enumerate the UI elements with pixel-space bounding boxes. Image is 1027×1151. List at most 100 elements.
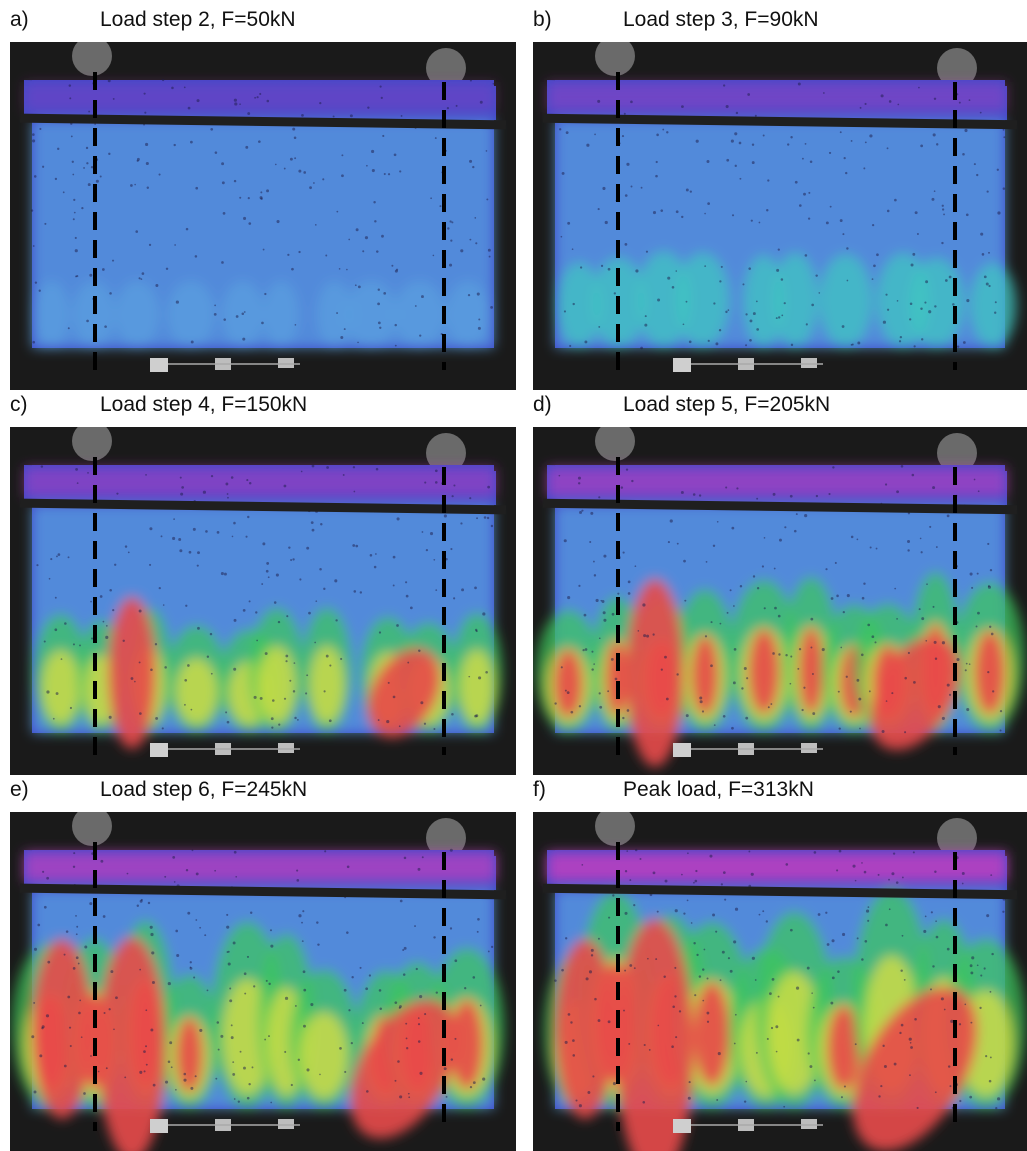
support-beam bbox=[542, 498, 1018, 515]
strain-region bbox=[309, 645, 345, 724]
load-disc-left bbox=[595, 42, 635, 76]
panel-caption: Load step 4, F=150kN bbox=[100, 393, 308, 416]
load-disc-left bbox=[595, 812, 635, 846]
strain-region bbox=[24, 852, 496, 882]
dic-strain-photo bbox=[533, 42, 1027, 390]
strain-region bbox=[819, 253, 873, 348]
panel-header: c) Load step 4, F=150kN bbox=[10, 385, 516, 425]
dic-strain-photo bbox=[10, 812, 516, 1151]
dic-strain-photo bbox=[10, 427, 516, 775]
sensor-fixtures bbox=[673, 358, 823, 372]
strain-region bbox=[675, 252, 730, 348]
strain-field bbox=[11, 852, 505, 1151]
strain-region bbox=[316, 281, 353, 348]
strain-field bbox=[547, 82, 1017, 348]
panel-header: f) Peak load, F=313kN bbox=[533, 770, 1027, 810]
load-disc-right bbox=[937, 433, 977, 473]
strain-region bbox=[616, 919, 694, 1151]
support-beam bbox=[542, 113, 1018, 130]
strain-region bbox=[175, 657, 218, 726]
strain-region bbox=[553, 649, 583, 718]
strain-region bbox=[636, 251, 691, 348]
load-disc-right bbox=[426, 48, 466, 88]
support-beam bbox=[542, 883, 1018, 900]
panel-b: b) Load step 3, F=90kN bbox=[533, 0, 1027, 390]
strain-region bbox=[446, 281, 490, 348]
support-beam bbox=[19, 113, 507, 130]
strain-region bbox=[108, 597, 156, 749]
strain-region bbox=[32, 939, 92, 1119]
strain-region bbox=[345, 281, 397, 348]
panel-letter: f) bbox=[533, 778, 546, 801]
strain-region bbox=[970, 263, 1017, 348]
strain-region bbox=[24, 82, 496, 112]
strain-region bbox=[350, 999, 458, 1139]
panel-caption: Load step 2, F=50kN bbox=[100, 8, 296, 31]
panel-letter: d) bbox=[533, 393, 552, 416]
strain-region bbox=[263, 281, 299, 348]
panel-letter: b) bbox=[533, 8, 552, 31]
panel-header: d) Load step 5, F=205kN bbox=[533, 385, 1027, 425]
panel-header: e) Load step 6, F=245kN bbox=[10, 770, 516, 810]
strain-region bbox=[974, 630, 1006, 715]
panel-header: a) Load step 2, F=50kN bbox=[10, 0, 516, 40]
load-disc-right bbox=[426, 433, 466, 473]
load-disc-left bbox=[72, 42, 112, 76]
support-beam bbox=[19, 498, 507, 515]
panel-caption: Load step 3, F=90kN bbox=[623, 8, 819, 31]
panel-c: c) Load step 4, F=150kN bbox=[10, 385, 516, 775]
sensor-fixtures bbox=[150, 743, 300, 757]
speckle-pattern bbox=[554, 464, 1003, 734]
strain-region bbox=[299, 1011, 349, 1099]
load-disc-left bbox=[72, 812, 112, 846]
load-disc-right bbox=[426, 818, 466, 858]
panel-f: f) Peak load, F=313kN bbox=[533, 770, 1027, 1151]
strain-region bbox=[459, 649, 495, 725]
strain-field bbox=[535, 467, 1025, 767]
strain-region bbox=[767, 971, 822, 1095]
strain-region bbox=[547, 852, 1007, 882]
panel-a: a) Load step 2, F=50kN bbox=[10, 0, 516, 390]
speckle-pattern bbox=[31, 848, 494, 1104]
strain-field bbox=[544, 852, 1026, 1151]
strain-region bbox=[798, 627, 824, 714]
strain-region bbox=[626, 579, 684, 767]
strain-region bbox=[24, 467, 496, 497]
panel-letter: a) bbox=[10, 8, 29, 31]
load-disc-right bbox=[937, 818, 977, 858]
panel-e: e) Load step 6, F=245kN bbox=[10, 770, 516, 1151]
dic-strain-photo bbox=[10, 42, 516, 390]
strain-region bbox=[691, 635, 719, 716]
strain-region bbox=[547, 82, 1007, 112]
support-beam bbox=[19, 883, 507, 900]
sensor-fixtures bbox=[150, 1119, 300, 1133]
strain-region bbox=[869, 636, 961, 750]
strain-region bbox=[693, 982, 730, 1087]
panel-letter: c) bbox=[10, 393, 28, 416]
dic-strain-photo bbox=[533, 427, 1027, 775]
dic-strain-photo bbox=[533, 812, 1027, 1151]
strain-region bbox=[827, 1005, 861, 1091]
panel-d: d) Load step 5, F=205kN bbox=[533, 385, 1027, 775]
strain-field bbox=[24, 82, 496, 348]
strain-region bbox=[450, 999, 484, 1090]
speckle-pattern bbox=[36, 464, 494, 730]
load-disc-left bbox=[72, 427, 112, 461]
strain-region bbox=[115, 281, 160, 348]
strain-region bbox=[742, 254, 785, 348]
strain-region bbox=[367, 648, 441, 738]
sensor-fixtures bbox=[673, 743, 823, 757]
panel-caption: Peak load, F=313kN bbox=[623, 778, 814, 801]
strain-region bbox=[908, 257, 965, 348]
load-disc-left bbox=[595, 427, 635, 461]
strain-region bbox=[852, 987, 978, 1151]
sensor-fixtures bbox=[673, 1119, 823, 1133]
load-disc-right bbox=[937, 48, 977, 88]
strain-region bbox=[175, 1017, 204, 1093]
strain-region bbox=[556, 262, 602, 348]
sensor-fixtures bbox=[150, 358, 300, 372]
strain-region bbox=[748, 628, 780, 715]
panel-letter: e) bbox=[10, 778, 29, 801]
strain-region bbox=[555, 939, 615, 1119]
